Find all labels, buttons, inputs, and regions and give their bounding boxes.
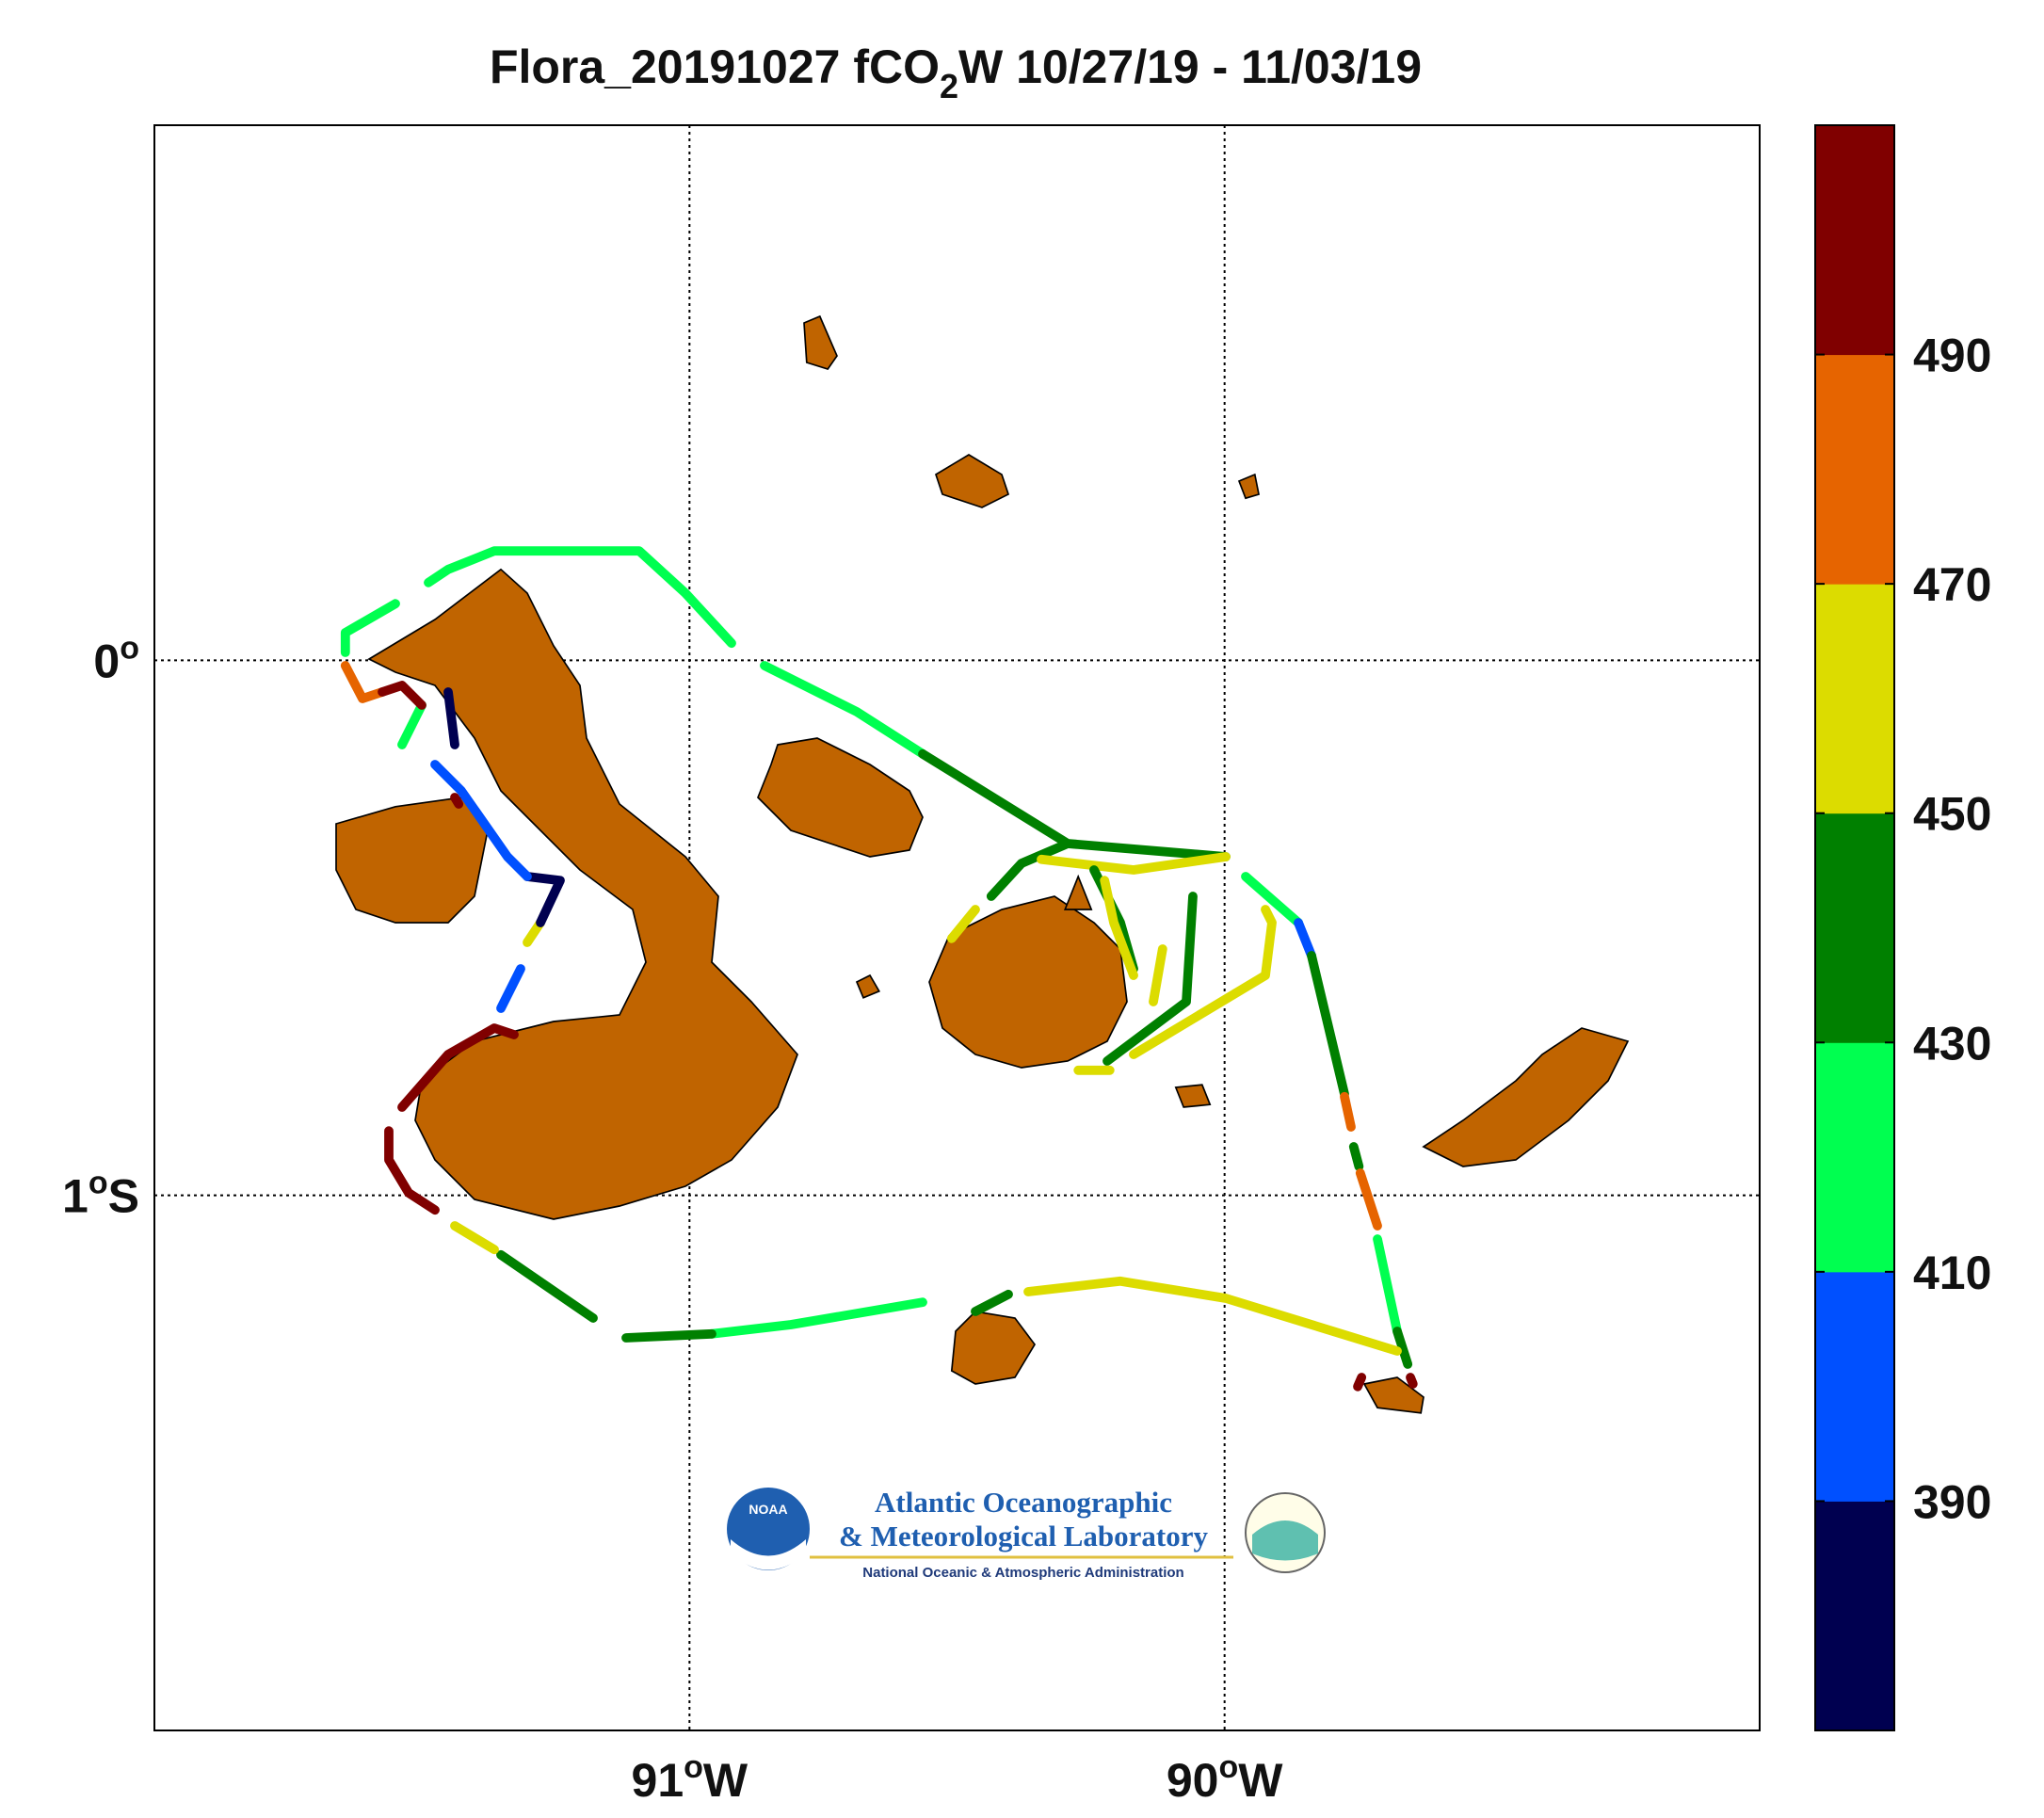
- degree-sign: o: [1218, 1749, 1238, 1785]
- track-segment: [1037, 852, 1231, 875]
- track-segment: [1294, 918, 1316, 960]
- island: [928, 895, 1128, 1069]
- track-segment: [340, 661, 387, 703]
- track-segment: [450, 1221, 499, 1255]
- track-segment: [397, 700, 427, 749]
- track-segment: [1102, 892, 1198, 1066]
- track-segment: [384, 1126, 440, 1215]
- track-segment: [1129, 905, 1277, 1059]
- degree-sign: o: [120, 630, 139, 666]
- colorbar-tick-label: 470: [1913, 558, 1991, 611]
- track-segment: [1149, 944, 1167, 1006]
- label-number: 91: [632, 1754, 684, 1807]
- color-band: [1815, 1501, 1894, 1731]
- logo: NOAA Atlantic Oceanographic & Meteorolog…: [727, 1486, 1326, 1581]
- island: [803, 314, 838, 370]
- colorbar-frame: [1814, 124, 1895, 1731]
- track-segment: [1241, 872, 1303, 927]
- colorbar-tick-label: 410: [1913, 1247, 1991, 1299]
- axis-label: 1oS: [62, 1166, 139, 1223]
- axis-label: 0o: [93, 630, 139, 687]
- track-segment: [946, 905, 980, 943]
- track-segment: [707, 1297, 927, 1339]
- track-segment: [1406, 1373, 1418, 1389]
- colorbar: 390 410 430 450 470 490: [1814, 124, 1991, 1731]
- hemisphere: W: [703, 1754, 748, 1807]
- island: [855, 973, 881, 999]
- axis-label: 91oW: [632, 1749, 748, 1807]
- track-segment: [430, 760, 532, 881]
- islands: [335, 314, 1630, 1414]
- track-segment: [760, 661, 927, 759]
- track-segment: [450, 793, 464, 809]
- colorbar-tick-label: 390: [1913, 1475, 1991, 1528]
- track-segment: [424, 546, 736, 649]
- label-number: 0: [93, 635, 120, 687]
- title: Flora_20191027 fCO2W 10/27/19 - 11/03/19: [490, 40, 1422, 105]
- island: [1063, 874, 1093, 910]
- track-segment: [971, 1289, 1013, 1316]
- title-subscript: 2: [940, 67, 958, 105]
- track-segment: [621, 1328, 716, 1343]
- degree-sign: o: [89, 1166, 108, 1201]
- track-segment: [1355, 1168, 1382, 1231]
- emblem-wave: [1252, 1520, 1318, 1561]
- island: [1237, 473, 1260, 500]
- track-segment: [1100, 876, 1138, 980]
- track-segment: [986, 839, 1072, 901]
- track-segment: [496, 964, 525, 1013]
- ship-track: [340, 546, 1418, 1392]
- logo-line1: Atlantic Oceanographic: [875, 1486, 1172, 1519]
- track-segment: [1340, 1091, 1356, 1132]
- track-segment: [1307, 951, 1349, 1099]
- island: [335, 796, 489, 924]
- color-band: [1815, 1271, 1894, 1502]
- noaa-badge: NOAA: [748, 1502, 787, 1517]
- island: [1362, 1376, 1424, 1414]
- colorbar-tick-label: 450: [1913, 788, 1991, 841]
- island: [1422, 1027, 1630, 1167]
- track-segment: [340, 599, 400, 657]
- degree-sign: o: [684, 1749, 703, 1785]
- track-segment: [1353, 1373, 1367, 1392]
- logo-line3: National Oceanic & Atmospheric Administr…: [862, 1565, 1183, 1581]
- track-segment: [523, 872, 565, 927]
- track-segment: [1392, 1327, 1413, 1369]
- track-segment: [378, 681, 427, 710]
- hemisphere: S: [108, 1170, 139, 1223]
- color-band: [1815, 354, 1894, 585]
- axis-label: 90oW: [1167, 1749, 1283, 1807]
- label-number: 90: [1167, 1754, 1219, 1807]
- track-segment: [496, 1249, 598, 1323]
- noaa-emblem: [727, 1488, 810, 1570]
- hemisphere: W: [1238, 1754, 1283, 1807]
- track-segment: [397, 1023, 519, 1112]
- track-segment: [1023, 1276, 1402, 1356]
- logo-line2: & Meteorological Laboratory: [839, 1520, 1208, 1553]
- title-suffix: W 10/27/19 - 11/03/19: [958, 40, 1422, 93]
- island: [934, 454, 1010, 508]
- track-segment: [443, 687, 459, 749]
- track-segment: [1348, 1142, 1364, 1171]
- title-prefix: Flora_20191027 fCO: [490, 40, 940, 93]
- color-band: [1815, 812, 1894, 1043]
- colorbar-tick-label: 430: [1913, 1017, 1991, 1070]
- color-band: [1815, 584, 1894, 814]
- island: [757, 737, 924, 858]
- island: [367, 568, 798, 1220]
- label-number: 1: [62, 1170, 89, 1223]
- colorbar-tick-label: 490: [1913, 330, 1991, 382]
- color-band: [1815, 125, 1894, 356]
- color-band: [1815, 1042, 1894, 1273]
- emblem-bird: [731, 1539, 806, 1570]
- island: [1174, 1084, 1212, 1108]
- track-segment: [1373, 1234, 1402, 1336]
